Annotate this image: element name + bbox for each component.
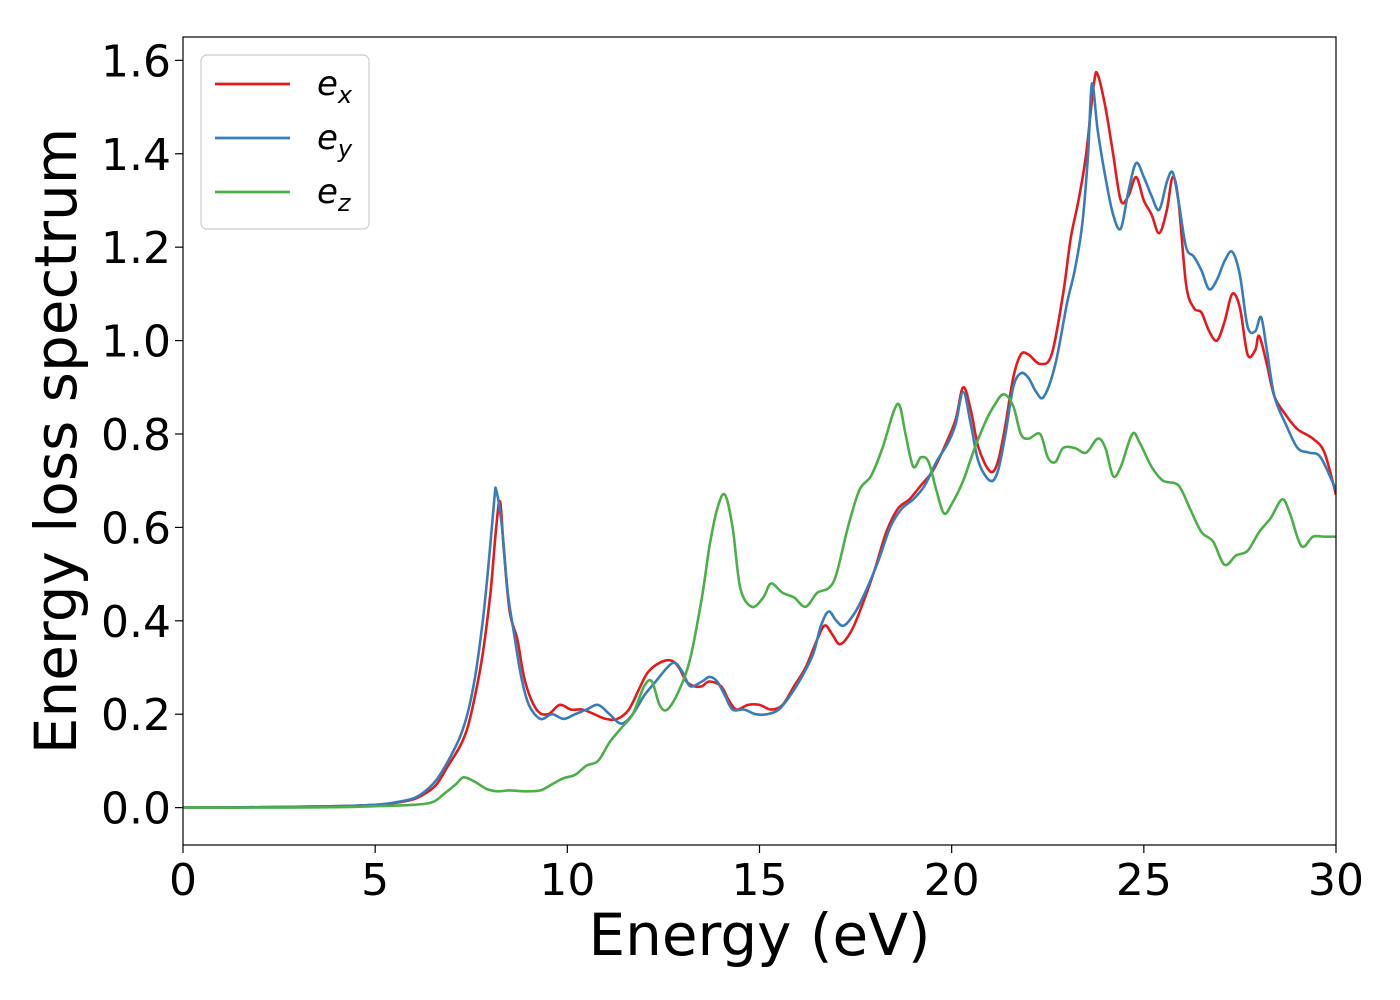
legend-label-y: ey [317, 118, 353, 163]
y-tick-label: 1.2 [101, 223, 171, 274]
y-axis-title: Energy loss spectrum [22, 128, 90, 754]
legend-label-z: ez [317, 172, 352, 217]
y-tick-label: 1.4 [101, 130, 171, 181]
x-tick-label: 0 [169, 855, 197, 906]
y-tick-label: 0.6 [101, 503, 171, 554]
series-lines [183, 70, 1336, 809]
y-tick-label: 0.0 [101, 784, 171, 835]
axes: 0 5 10 15 20 25 30 0.0 0.2 0.4 0.6 0.8 1.0 1.2 1.4 1.6 [101, 36, 1364, 906]
x-tick-label: 5 [361, 855, 389, 906]
x-tick-label: 10 [539, 855, 595, 906]
series-line-y [183, 82, 1336, 809]
legend: ex ey ez [200, 54, 370, 230]
series-line-z [183, 393, 1336, 809]
x-tick-label: 25 [1116, 855, 1172, 906]
x-tick-label: 30 [1308, 855, 1364, 906]
y-tick-label: 1.0 [101, 317, 171, 368]
x-tick-label: 15 [732, 855, 788, 906]
y-tick-label: 0.2 [101, 690, 171, 741]
y-tick-label: 0.8 [101, 410, 171, 461]
y-tick-label: 0.4 [101, 597, 171, 648]
y-tick-label: 1.6 [101, 36, 171, 87]
legend-label-x: ex [317, 64, 353, 109]
legend-box [200, 54, 370, 230]
x-axis-title: Energy (eV) [588, 901, 930, 969]
x-tick-label: 20 [924, 855, 980, 906]
